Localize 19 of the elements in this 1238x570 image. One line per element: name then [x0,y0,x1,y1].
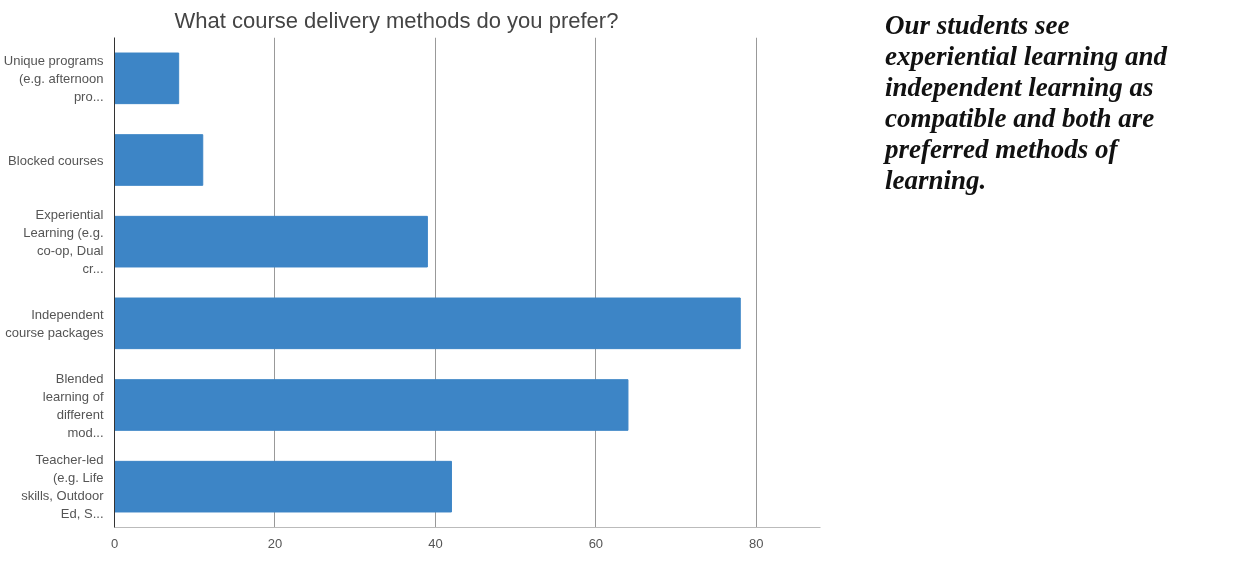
bar [114,297,741,350]
y-tick-label: Independent course packages [5,306,104,340]
x-tick-label: 0 [110,535,119,551]
bar [114,134,204,186]
text: Our students see experiential learning and independent learning as compatible and both are preferred methods of learning. [885,10,1169,197]
chart-title: What course delivery methods do you prefer? [174,7,619,33]
x-tick-label: 20 [267,535,283,551]
x-tick-label: 60 [588,535,604,551]
bar [114,460,452,513]
y-tick-label: Unique programs (e.g. afternoon pro... [3,52,104,104]
y-tick-label: Blended learning of different mod... [42,370,104,440]
y-tick-label: Blocked courses [8,152,104,168]
y-tick-label: Teacher-led (e.g. Life skills, Outdoor Ed, S... [21,452,105,522]
y-tick-label: Experiential Learning (e.g. co-op, Dual cr... [23,207,104,277]
bar [114,215,428,268]
x-tick-label: 40 [428,535,443,551]
x-tick-label: 80 [749,535,764,551]
bar [114,379,629,431]
bar [114,52,180,105]
